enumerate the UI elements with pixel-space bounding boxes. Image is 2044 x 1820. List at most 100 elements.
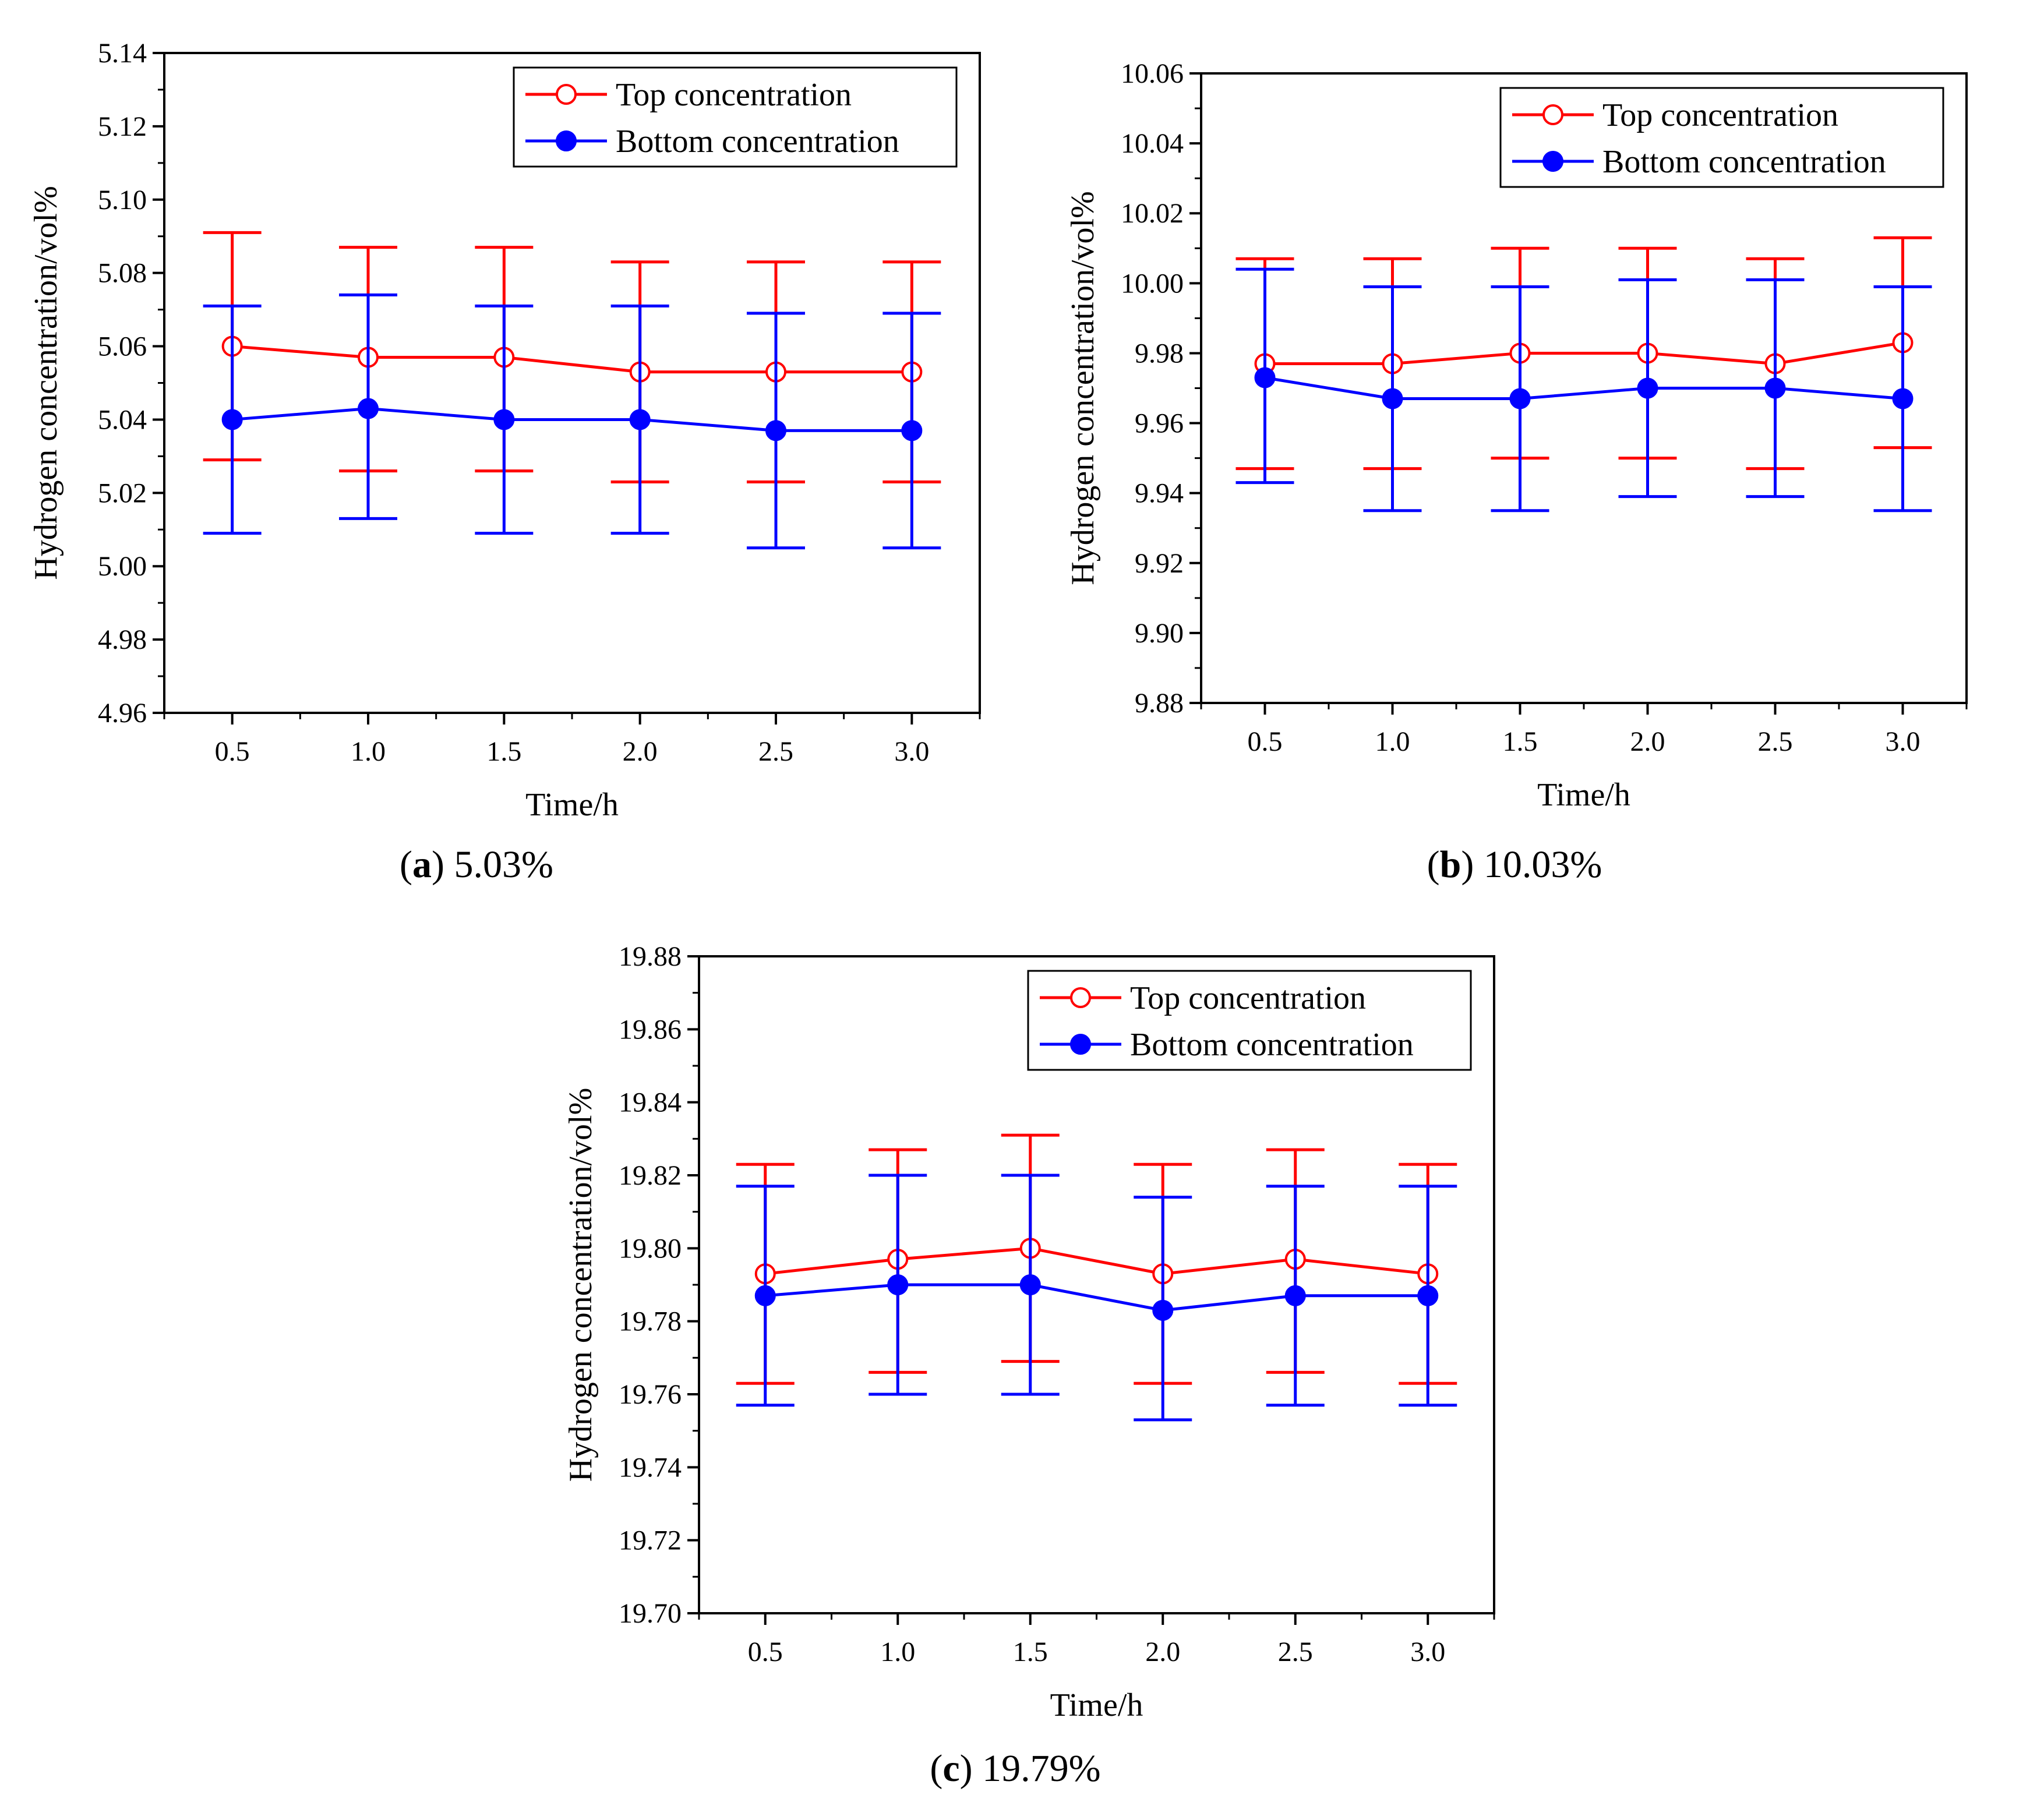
y-tick-label: 9.98 [1135,338,1184,369]
y-axis-title: Hydrogen concentration/vol% [563,1088,599,1482]
x-tick-label: 1.5 [1503,726,1538,757]
data-point [1764,377,1786,399]
x-tick-label: 1.0 [351,736,386,767]
series-bottom [203,293,941,550]
y-tick-label: 19.78 [619,1306,682,1337]
series-line [1265,376,1903,401]
y-tick-label: 10.06 [1121,58,1184,89]
chart-c: 19.70 19.72 19.74 19.76 19.78 19.80 19.82 19.84… [563,941,1495,1790]
data-point [358,398,379,419]
x-tick-label: 3.0 [1886,726,1921,757]
data-point [1382,388,1403,409]
legend-label: Bottom concentration [1130,1027,1414,1063]
x-axis-title: Time/h [1050,1687,1143,1723]
series-top [736,1133,1457,1385]
legend-marker [556,84,577,105]
y-tick-label: 5.12 [98,111,147,142]
caption: (b) 10.03% [1427,843,1602,886]
data-point [1892,388,1914,409]
series-line [1265,341,1903,365]
x-tick-label: 2.5 [1758,726,1793,757]
x-tick-label: 0.5 [748,1637,783,1667]
x-tick-label: 2.5 [1278,1637,1313,1667]
y-axis-title: Hydrogen concentration/vol% [28,186,64,579]
series-line [232,407,912,432]
data-point [1254,367,1276,388]
data-point [1417,1285,1439,1306]
y-tick-label: 19.72 [619,1525,682,1556]
x-tick-label: 2.0 [623,736,658,767]
y-tick-label: 9.94 [1135,478,1184,509]
data-point [1152,1299,1174,1321]
y-tick-label: 4.98 [98,624,147,655]
x-tick-label: 2.5 [758,736,793,767]
legend-marker [556,130,577,151]
series-top [203,231,941,483]
x-axis-title: Time/h [525,787,619,823]
data-point [901,420,923,441]
y-tick-label: 5.14 [98,38,147,69]
y-tick-label: 9.90 [1135,618,1184,649]
y-tick-label: 9.96 [1135,408,1184,439]
x-tick-label: 3.0 [1410,1637,1445,1667]
data-point [629,409,651,430]
data-point [493,409,515,430]
data-point [221,409,243,430]
caption: (c) 19.79% [930,1747,1100,1790]
series-line [765,1283,1428,1312]
legend-marker [1070,1034,1091,1055]
x-axis-title: Time/h [1537,777,1630,813]
y-tick-label: 9.92 [1135,548,1184,579]
y-tick-label: 19.80 [619,1233,682,1264]
y-tick-label: 10.04 [1121,128,1184,159]
x-tick-label: 1.0 [880,1637,915,1667]
x-tick-label: 1.0 [1375,726,1410,757]
caption: (a) 5.03% [400,843,553,886]
y-tick-label: 19.74 [619,1452,682,1483]
y-tick-label: 5.00 [98,551,147,582]
caption-text: ) 10.03% [1461,843,1602,886]
y-tick-label: 5.02 [98,478,147,508]
chart-a: 4.96 4.98 5.00 5.02 5.04 5.06 5.08 5.10 5.12 5.14… [28,38,981,886]
y-tick-label: 4.96 [98,698,147,729]
chart-b: 9.88 9.90 9.92 9.94 9.96 9.98 10.00 10.02 10.04 1… [1065,58,1968,886]
legend-label: Bottom concentration [616,123,899,160]
legend-marker [1542,104,1563,125]
x-tick-label: 2.0 [1630,726,1665,757]
y-tick-label: 5.06 [98,331,147,362]
x-tick-label: 1.5 [1013,1637,1048,1667]
y-tick-label: 10.02 [1121,198,1184,229]
y-tick-label: 10.00 [1121,268,1184,299]
x-tick-label: 2.0 [1145,1637,1180,1667]
legend-label: Bottom concentration [1602,144,1886,180]
series-line [232,345,912,374]
data-point [1019,1274,1041,1295]
legend-label: Top concentration [1130,980,1366,1016]
x-tick-label: 0.5 [215,736,250,767]
caption-letter: c [942,1747,959,1790]
series-top [1235,236,1932,471]
legend-label: Top concentration [616,77,852,113]
data-point [1637,377,1658,399]
legend-box [513,66,958,168]
data-point [1284,1285,1306,1306]
caption-text: ( [400,843,412,886]
y-tick-label: 5.10 [98,185,147,215]
y-tick-label: 5.08 [98,258,147,289]
data-point [1509,388,1531,409]
series-line [765,1246,1428,1275]
caption-letter: b [1440,843,1461,886]
legend-label: Top concentration [1602,97,1838,133]
y-tick-label: 5.04 [98,404,147,435]
legend: Top concentration Bottom concentration [1027,970,1472,1071]
series-bottom [1235,267,1932,513]
caption-letter: a [412,843,432,886]
y-tick-label: 19.84 [619,1087,682,1118]
caption-text: ) 19.79% [960,1747,1101,1790]
caption-text: ) 5.03% [432,843,553,886]
x-tick-label: 3.0 [894,736,929,767]
legend: Top concentration Bottom concentration [1499,87,1944,188]
legend-marker [1542,151,1563,172]
data-point [754,1285,776,1306]
